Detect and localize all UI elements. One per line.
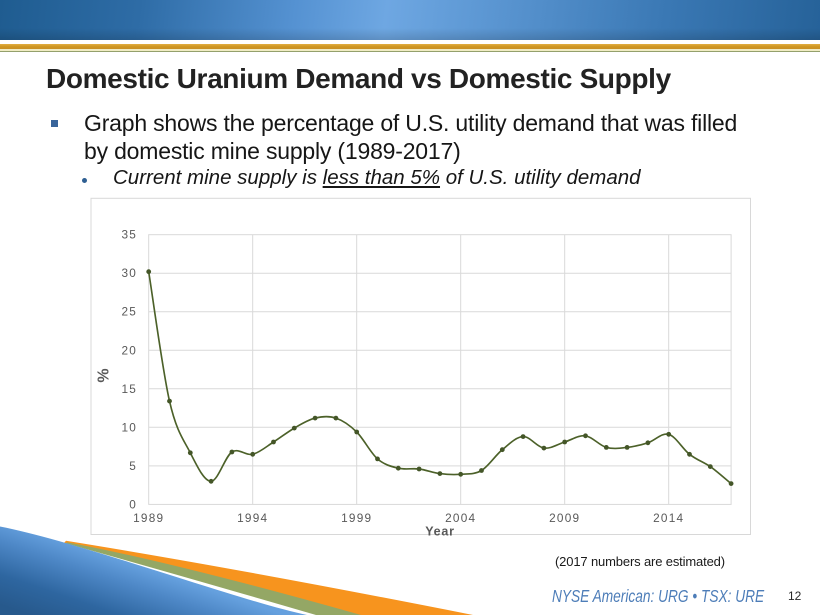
svg-text:Year: Year (425, 525, 455, 538)
svg-text:15: 15 (121, 382, 137, 396)
svg-text:10: 10 (121, 420, 137, 434)
svg-text:1989: 1989 (133, 511, 164, 525)
svg-text:%: % (96, 368, 113, 382)
svg-text:0: 0 (129, 497, 137, 511)
svg-text:2009: 2009 (549, 511, 580, 525)
svg-text:5: 5 (129, 459, 137, 473)
svg-text:30: 30 (121, 266, 137, 280)
svg-text:2014: 2014 (653, 511, 684, 525)
svg-text:25: 25 (121, 305, 137, 319)
svg-text:1994: 1994 (237, 511, 268, 525)
svg-text:2004: 2004 (445, 511, 476, 525)
svg-text:35: 35 (121, 228, 137, 242)
svg-text:20: 20 (121, 343, 137, 357)
svg-text:1999: 1999 (341, 511, 372, 525)
